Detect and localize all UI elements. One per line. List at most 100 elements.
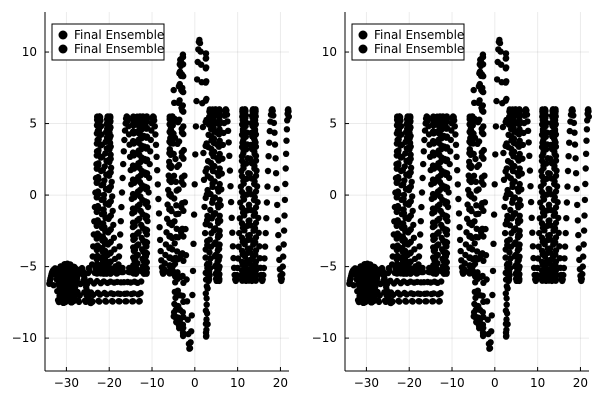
data-point	[256, 243, 263, 250]
data-point	[444, 203, 452, 211]
data-point	[202, 269, 209, 277]
data-point	[483, 298, 491, 305]
data-point	[410, 234, 418, 241]
data-point	[216, 150, 223, 158]
data-point	[582, 165, 589, 172]
data-point	[171, 273, 179, 280]
data-point	[376, 292, 383, 299]
data-point	[216, 165, 223, 172]
data-point	[94, 149, 102, 156]
data-point	[424, 117, 432, 124]
data-point	[402, 185, 410, 193]
data-point	[479, 321, 487, 328]
data-point	[486, 345, 494, 352]
data-point	[492, 123, 500, 130]
data-point	[200, 149, 207, 157]
y-tick-label: 10	[22, 45, 37, 59]
legend-marker	[58, 44, 68, 54]
data-points	[46, 36, 292, 352]
data-point	[480, 130, 487, 138]
data-point	[223, 111, 231, 118]
data-point	[205, 143, 212, 151]
data-point	[202, 307, 210, 314]
data-point	[238, 220, 246, 227]
data-point	[155, 210, 163, 217]
data-point	[239, 116, 246, 124]
data-point	[445, 189, 452, 196]
data-point	[455, 210, 463, 217]
data-point	[182, 225, 189, 233]
data-point	[110, 221, 117, 229]
data-point	[183, 298, 191, 305]
data-point	[224, 118, 231, 125]
data-point	[172, 233, 180, 241]
data-point	[170, 86, 177, 94]
data-point	[245, 232, 252, 239]
data-point	[540, 196, 548, 203]
data-point	[118, 189, 126, 196]
data-point	[468, 193, 475, 200]
data-point	[50, 282, 57, 289]
data-point	[121, 136, 128, 144]
data-point	[399, 268, 407, 275]
data-point	[180, 207, 187, 214]
data-point	[503, 316, 510, 323]
data-point	[54, 288, 61, 295]
data-point	[282, 180, 289, 188]
data-point	[173, 225, 180, 232]
data-point	[252, 219, 260, 227]
data-point	[283, 137, 290, 144]
data-point	[443, 231, 451, 238]
data-point	[177, 56, 184, 64]
data-point	[400, 206, 407, 213]
data-point	[109, 193, 116, 200]
data-point	[59, 267, 66, 274]
data-point	[423, 298, 430, 305]
data-point	[179, 309, 186, 316]
data-point	[585, 108, 592, 115]
data-point	[545, 202, 553, 209]
data-point	[144, 217, 151, 225]
data-point	[552, 269, 559, 277]
data-point	[400, 191, 408, 199]
data-point	[103, 157, 110, 165]
data-point	[581, 212, 588, 219]
data-point	[436, 297, 443, 305]
data-point	[203, 301, 210, 308]
data-point	[488, 328, 495, 335]
data-point	[62, 298, 69, 306]
data-point	[578, 275, 585, 283]
data-point	[508, 137, 515, 144]
data-point	[98, 196, 105, 203]
data-point	[250, 111, 258, 118]
data-point	[539, 110, 546, 117]
data-point	[447, 136, 454, 144]
data-point	[202, 55, 209, 62]
data-point	[101, 177, 108, 184]
y-tick-label: −5	[319, 260, 337, 274]
data-point	[203, 326, 210, 333]
data-point	[436, 151, 443, 158]
data-point	[204, 212, 211, 220]
data-point	[431, 233, 438, 240]
data-point	[252, 188, 260, 195]
data-point	[218, 170, 225, 177]
data-point	[538, 173, 546, 180]
data-point	[170, 309, 178, 316]
data-point	[135, 129, 142, 137]
data-point	[121, 127, 129, 134]
data-point	[201, 229, 209, 237]
data-point	[561, 255, 568, 262]
data-point	[395, 190, 402, 198]
data-point	[402, 150, 409, 157]
data-point	[280, 227, 288, 234]
data-point	[204, 157, 212, 165]
data-point	[202, 246, 209, 253]
data-point	[173, 202, 180, 209]
data-point	[188, 328, 195, 335]
data-point	[437, 207, 444, 215]
data-point	[416, 298, 423, 305]
data-point	[472, 178, 480, 185]
